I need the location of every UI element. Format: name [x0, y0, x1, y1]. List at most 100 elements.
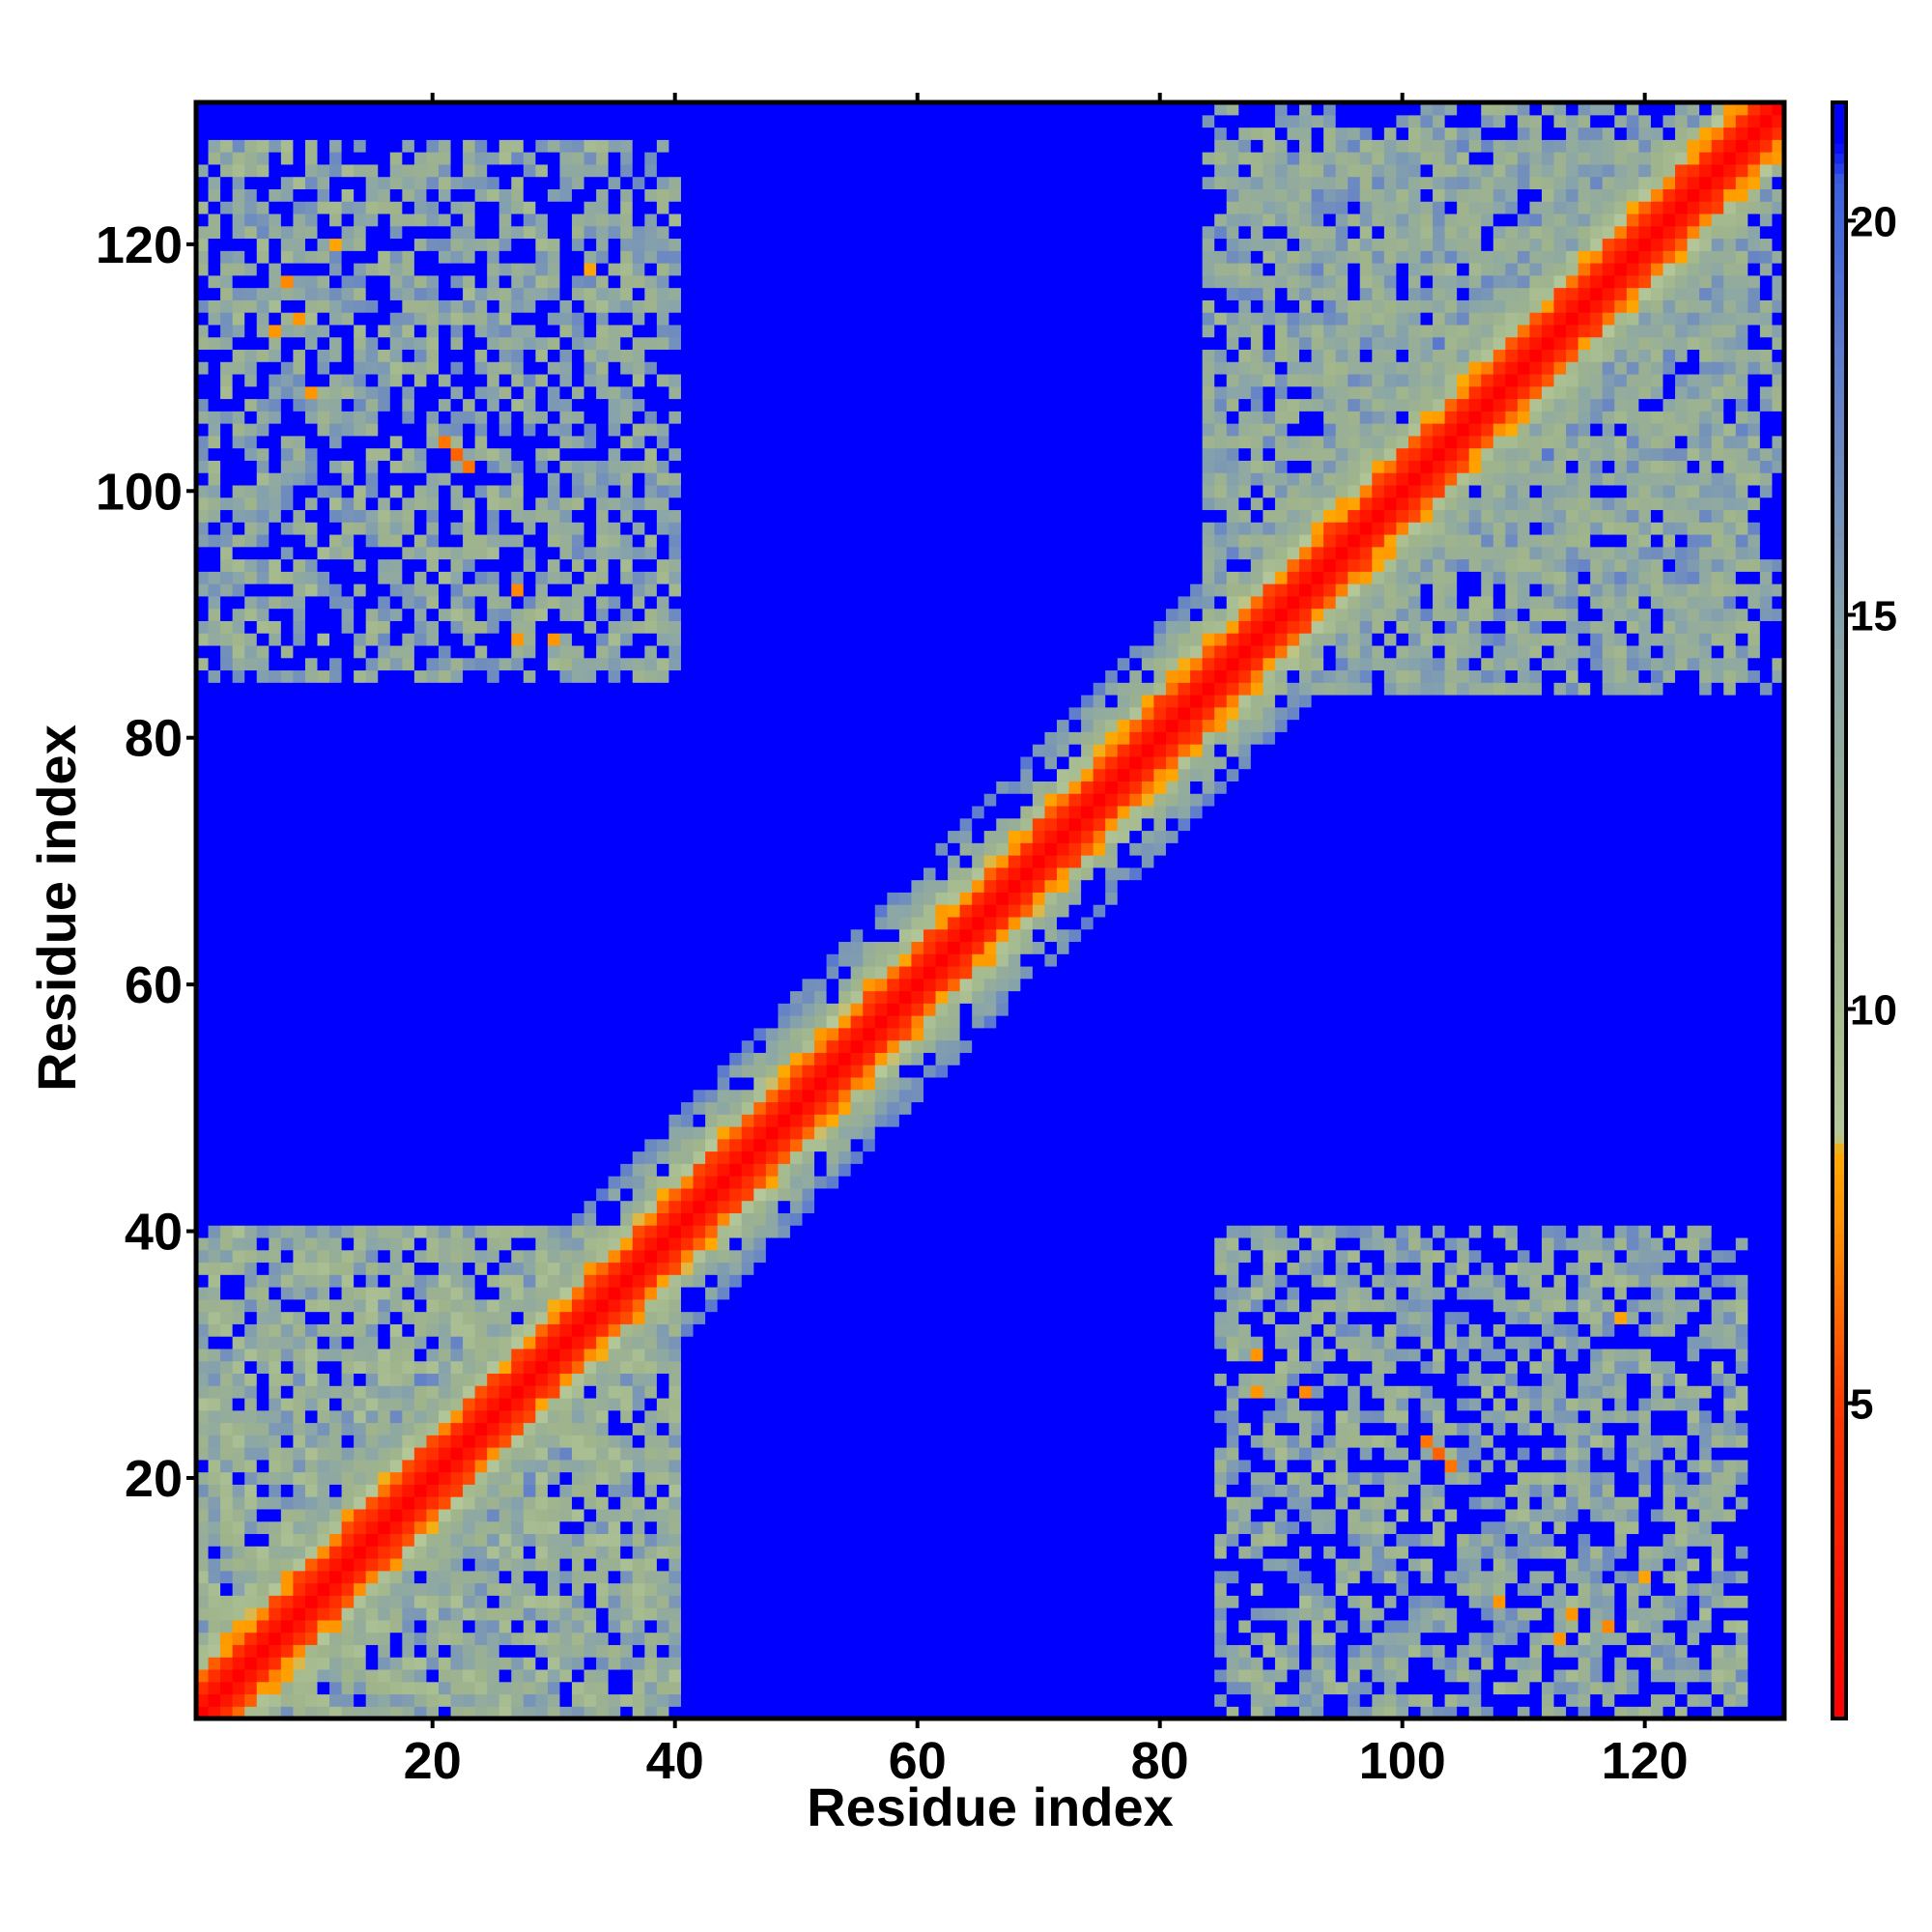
heatmap-cell: [208, 460, 221, 473]
heatmap-cell: [426, 176, 440, 189]
heatmap-cell: [632, 299, 645, 313]
heatmap-cell: [583, 657, 597, 671]
heatmap-cell: [547, 755, 561, 770]
heatmap-cell: [547, 1114, 561, 1127]
heatmap-cell: [269, 176, 282, 189]
heatmap-cell: [535, 1409, 549, 1424]
heatmap-cell: [487, 1644, 500, 1658]
heatmap-cell: [583, 163, 597, 178]
heatmap-cell: [196, 1125, 210, 1140]
heatmap-cell: [583, 398, 597, 412]
heatmap-cell: [365, 1435, 379, 1448]
heatmap-cell: [208, 114, 221, 128]
heatmap-cell: [365, 312, 379, 326]
heatmap-cell: [438, 373, 452, 387]
heatmap-cell: [354, 447, 367, 461]
heatmap-cell: [463, 188, 476, 202]
heatmap-cell: [620, 1422, 634, 1435]
heatmap-cell: [354, 213, 367, 227]
heatmap-cell: [426, 793, 440, 807]
heatmap-cell: [547, 287, 561, 300]
heatmap-cell: [498, 633, 512, 646]
heatmap-cell: [559, 1520, 573, 1535]
heatmap-cell: [329, 1015, 343, 1029]
heatmap-cell: [280, 263, 294, 276]
heatmap-cell: [632, 287, 645, 300]
heatmap-cell: [256, 1015, 270, 1029]
heatmap-cell: [450, 163, 464, 178]
heatmap-cell: [244, 299, 258, 313]
heatmap-cell: [220, 1471, 234, 1485]
heatmap-cell: [498, 1619, 512, 1634]
heatmap-cell: [463, 201, 476, 214]
heatmap-cell: [620, 1508, 634, 1522]
heatmap-cell: [280, 447, 294, 461]
heatmap-cell: [583, 633, 597, 646]
heatmap-cell: [620, 1065, 634, 1078]
heatmap-cell: [413, 1262, 428, 1275]
heatmap-cell: [535, 1546, 549, 1559]
heatmap-cell: [232, 250, 245, 264]
heatmap-cell: [317, 855, 330, 868]
heatmap-cell: [547, 842, 561, 856]
heatmap-cell: [572, 1360, 585, 1375]
heatmap-cell: [426, 546, 440, 560]
heatmap-cell: [572, 336, 585, 351]
heatmap-cell: [269, 274, 282, 289]
heatmap-cell: [220, 1311, 234, 1324]
heatmap-cell: [402, 472, 415, 486]
heatmap-cell: [474, 336, 488, 351]
heatmap-cell: [438, 965, 452, 980]
heatmap-cell: [426, 1681, 440, 1695]
heatmap-cell: [596, 435, 610, 449]
heatmap-cell: [498, 1409, 512, 1424]
heatmap-cell: [426, 127, 440, 140]
heatmap-cell: [341, 941, 355, 954]
heatmap-cell: [269, 102, 282, 116]
heatmap-cell: [463, 941, 476, 954]
heatmap-cell: [608, 1385, 621, 1399]
heatmap-cell: [523, 1657, 536, 1670]
heatmap-cell: [644, 312, 658, 326]
heatmap-cell: [244, 213, 258, 227]
heatmap-cell: [572, 1236, 585, 1251]
heatmap-cell: [498, 1496, 512, 1510]
heatmap-cell: [365, 435, 379, 449]
heatmap-cell: [583, 1287, 597, 1300]
heatmap-cell: [413, 855, 428, 868]
heatmap-cell: [450, 1323, 464, 1337]
heatmap-cell: [280, 1151, 294, 1164]
heatmap-cell: [402, 1397, 415, 1411]
heatmap-cell: [293, 460, 306, 473]
heatmap-cell: [426, 361, 440, 375]
heatmap-cell: [498, 1373, 512, 1386]
heatmap-cell: [511, 583, 525, 597]
heatmap-cell: [559, 571, 573, 584]
heatmap-cell: [256, 250, 270, 264]
heatmap-cell: [498, 114, 512, 128]
heatmap-cell: [535, 225, 549, 240]
heatmap-cell: [220, 1287, 234, 1300]
heatmap-cell: [304, 176, 319, 189]
heatmap-cell: [389, 176, 403, 189]
heatmap-cell: [559, 644, 573, 659]
heatmap-cell: [559, 373, 573, 387]
heatmap-cell: [583, 522, 597, 535]
heatmap-cell: [293, 1385, 306, 1399]
heatmap-cell: [196, 1027, 210, 1041]
heatmap-cell: [232, 644, 245, 659]
heatmap-cell: [354, 250, 367, 264]
heatmap-cell: [498, 1657, 512, 1670]
heatmap-cell: [463, 781, 476, 794]
heatmap-cell: [620, 1311, 634, 1324]
heatmap-cell: [463, 398, 476, 412]
heatmap-cell: [450, 719, 464, 732]
heatmap-cell: [293, 1484, 306, 1497]
heatmap-cell: [474, 1657, 488, 1670]
heatmap-cell: [317, 1385, 330, 1399]
heatmap-cell: [196, 398, 210, 412]
heatmap-cell: [438, 533, 452, 548]
heatmap-cell: [547, 1459, 561, 1473]
heatmap-cell: [354, 744, 367, 757]
heatmap-cell: [244, 1619, 258, 1634]
